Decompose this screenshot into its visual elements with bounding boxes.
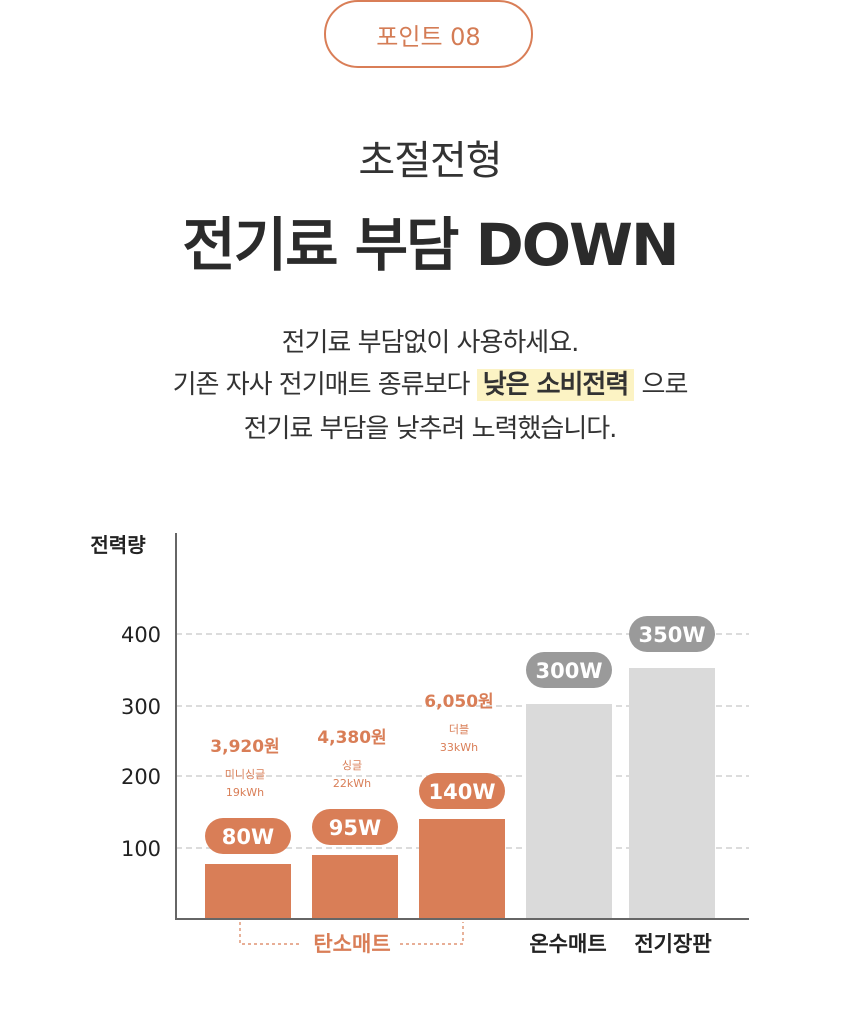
- description-line-3: 전기료 부담을 낮추려 노력했습니다.: [243, 414, 618, 444]
- y-axis-label: 전력량: [90, 533, 146, 557]
- value-label: 80W: [222, 825, 274, 849]
- cost-label: 6,050원: [424, 692, 493, 712]
- cost-label: 4,380원: [317, 728, 386, 748]
- x-axis-label: 전기장판: [634, 932, 711, 956]
- value-label: 300W: [536, 659, 603, 683]
- highlighted-phrase: 낮은 소비전력: [476, 369, 635, 401]
- energy-label: 19kWh: [226, 786, 264, 799]
- description-line-1: 전기료 부담없이 사용하세요.: [281, 328, 580, 358]
- description-line-2-pre: 기존 자사 전기매트 종류보다: [172, 370, 471, 400]
- point-badge: 포인트 08: [324, 0, 533, 68]
- bar: [419, 819, 505, 919]
- size-label: 싱글: [342, 759, 362, 772]
- y-tick-label: 300: [121, 695, 161, 719]
- y-tick-label: 200: [121, 765, 161, 789]
- value-label-pill: [526, 652, 612, 688]
- page-title: 전기료 부담 DOWN: [182, 211, 679, 279]
- bar: [205, 864, 291, 919]
- value-label-pill: [312, 809, 398, 845]
- description-line-2: 기존 자사 전기매트 종류보다 낮은 소비전력 으로: [0, 369, 860, 401]
- group-bracket: 탄소매트: [239, 922, 464, 956]
- energy-label: 22kWh: [333, 777, 371, 790]
- value-label: 95W: [329, 816, 381, 840]
- value-label-pill: [205, 818, 291, 854]
- group-label: 탄소매트: [313, 932, 390, 956]
- size-label: 더블: [449, 723, 469, 736]
- subtitle: 초절전형: [358, 138, 502, 184]
- cost-label: 3,920원: [210, 737, 279, 757]
- value-label-pill: [419, 773, 505, 809]
- bar: [312, 855, 398, 919]
- y-tick-label: 400: [121, 623, 161, 647]
- x-axis-label: 온수매트: [529, 932, 606, 956]
- y-tick-label: 100: [121, 837, 161, 861]
- value-label: 350W: [639, 623, 706, 647]
- energy-label: 33kWh: [440, 741, 478, 754]
- value-label-pill: [629, 616, 715, 652]
- description-line-2-post: 으로: [641, 370, 689, 400]
- value-label: 140W: [429, 780, 496, 804]
- bar: [629, 668, 715, 919]
- bar: [526, 704, 612, 919]
- size-label: 미니싱글: [225, 768, 265, 781]
